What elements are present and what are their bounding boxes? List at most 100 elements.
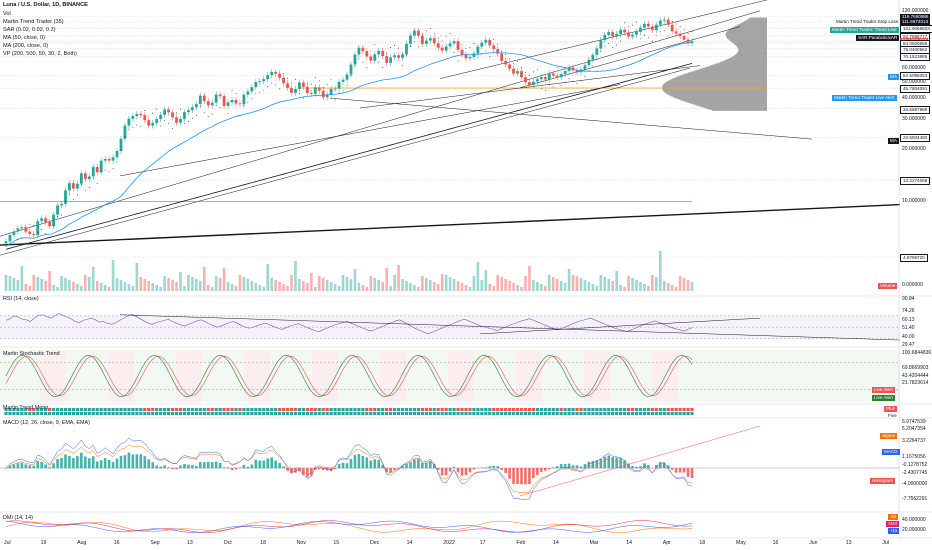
candle-body <box>535 79 539 82</box>
sar-dot <box>457 60 459 62</box>
sar-dot <box>358 58 360 60</box>
volume-bar <box>234 286 238 291</box>
time-tick-label: 18 <box>699 540 706 546</box>
volume-bar <box>270 278 273 291</box>
price-tick-label: 50.000000 <box>902 78 926 85</box>
candle-body <box>179 118 182 123</box>
meter-cell <box>55 412 60 415</box>
time-tick-label: Nov <box>296 540 307 546</box>
volume-bar <box>662 281 666 291</box>
sar-dot <box>604 45 606 47</box>
meter-cell <box>428 408 432 411</box>
vp-bar <box>671 78 767 81</box>
time-tick-label: 14 <box>406 540 413 546</box>
candle-body <box>420 35 424 44</box>
indicator-ma50[interactable]: MA (50, close, 0) <box>3 35 45 41</box>
meter-cell <box>127 408 131 411</box>
meter-cell <box>278 408 282 411</box>
meter-cell <box>210 412 214 415</box>
volume-bar <box>615 271 618 291</box>
sar-dot <box>536 69 538 70</box>
meter-cell <box>44 412 48 415</box>
indicator-tick-label: 40.00 <box>902 334 915 340</box>
indicator-martin-trend[interactable]: Martin Trend Trader (35) <box>3 19 64 25</box>
stoch-title[interactable]: Martin Stochastic Trend <box>3 351 60 357</box>
meter-cell <box>504 412 508 415</box>
meter-cell <box>32 412 36 415</box>
sar-dot <box>433 33 435 34</box>
sar-dot <box>675 23 677 25</box>
meter-cell <box>166 408 171 411</box>
volume-bar <box>183 286 186 291</box>
price-tag: 70.1523885 <box>900 53 931 62</box>
meter-cell <box>567 412 571 415</box>
volume-bar <box>258 285 262 291</box>
candle-body <box>155 118 159 123</box>
macd-title[interactable]: MACD (12, 26, close, 9, EMA, EMA) <box>3 420 90 426</box>
histogram-bar <box>551 467 555 469</box>
histogram-bar <box>452 466 456 469</box>
volume-bar <box>341 275 345 291</box>
sar-dot <box>572 80 574 82</box>
candle-body <box>547 73 551 80</box>
candle-body <box>520 71 523 78</box>
price-tick-label: 10.000000 <box>902 197 926 204</box>
sar-dot <box>124 136 126 138</box>
meter-title[interactable]: Martin Trend Meter <box>3 405 49 411</box>
sar-dot <box>612 47 614 48</box>
volume-bar <box>520 287 523 291</box>
volume-bar <box>353 269 357 291</box>
indicator-sar[interactable]: SAR (0.02, 0.02, 0.2) <box>3 27 56 33</box>
histogram-bar <box>187 464 190 469</box>
histogram-bar <box>191 465 194 469</box>
candle-body <box>294 89 297 93</box>
sar-dot <box>255 92 257 94</box>
vp-bar <box>732 27 767 29</box>
meter-cell <box>71 408 76 411</box>
meter-cell <box>87 408 91 411</box>
volume-bar <box>599 275 603 291</box>
sar-dot <box>342 90 344 92</box>
volume-bar <box>329 282 333 291</box>
sar-dot <box>310 83 312 85</box>
sar-dot <box>287 77 288 79</box>
indicator-vp[interactable]: VP (200, 500, 50, 30, 2, Both) <box>3 51 77 57</box>
meter-cell <box>373 408 377 411</box>
histogram-bar <box>658 462 662 469</box>
candle-body <box>262 79 266 82</box>
rsi-title[interactable]: RSI (14, close) <box>3 296 39 302</box>
symbol-title[interactable]: Luna / U.S. Dollar, 1D, BINANCE <box>3 2 88 8</box>
sar-dot <box>346 85 348 87</box>
histogram-bar <box>16 463 20 469</box>
time-tick-label: 16 <box>113 540 120 546</box>
histogram-bar <box>222 467 226 469</box>
meter-cell <box>365 412 369 415</box>
indicator-tick-label: 51.40 <box>902 325 915 331</box>
macd-tag: MACD <box>882 449 900 455</box>
meter-cell <box>24 412 28 415</box>
volume-bar <box>242 277 246 291</box>
histogram-bar <box>341 462 345 469</box>
candle-body <box>123 125 127 139</box>
sar-dot <box>540 87 542 89</box>
candle-body <box>512 68 515 74</box>
vp-bar <box>671 95 767 97</box>
stoch-bg-red <box>584 350 610 402</box>
sar-dot <box>231 89 233 91</box>
meter-cell <box>464 412 468 415</box>
time-tick-label: Feb <box>516 540 526 546</box>
dmi-title[interactable]: DMI (14, 14) <box>3 515 33 521</box>
meter-cell <box>337 408 341 411</box>
candle-body <box>686 39 690 44</box>
meter-cell <box>313 412 317 415</box>
candle-body <box>674 31 678 34</box>
vp-bar <box>662 86 767 88</box>
volume-bar <box>91 267 95 291</box>
meter-cell <box>345 412 349 415</box>
sar-dot <box>318 80 320 82</box>
indicator-volume[interactable]: Vol <box>3 11 11 17</box>
meter-cell <box>480 408 484 411</box>
indicator-ma200[interactable]: MA (200, close, 0) <box>3 43 49 49</box>
histogram-bar <box>28 465 32 469</box>
